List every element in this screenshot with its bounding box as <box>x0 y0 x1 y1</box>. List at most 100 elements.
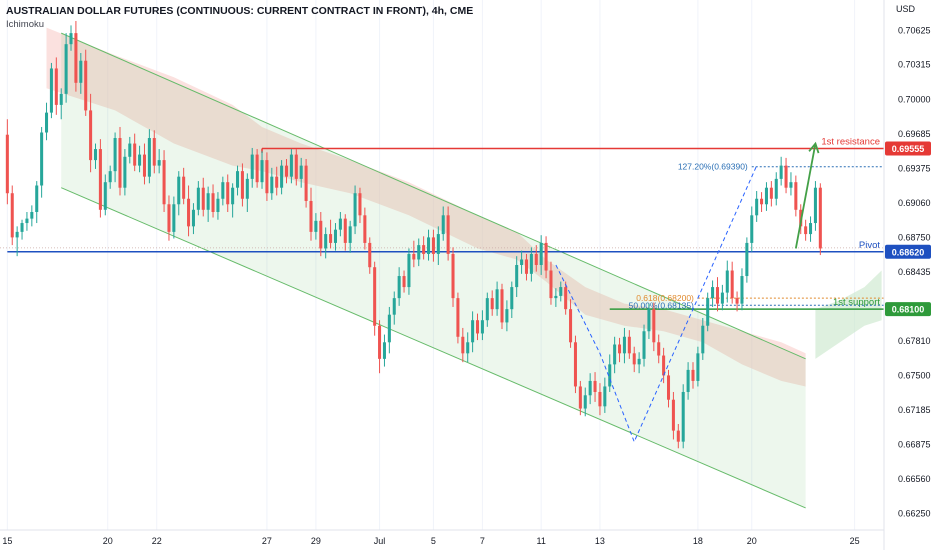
candle <box>231 183 235 218</box>
time-tick-label: 27 <box>262 536 272 546</box>
candle <box>539 235 543 275</box>
drawings <box>555 141 820 444</box>
candle <box>108 165 112 189</box>
time-tick-label: 20 <box>103 536 113 546</box>
candle-body <box>236 171 240 188</box>
candle <box>764 182 768 211</box>
candles <box>5 20 822 449</box>
candle-body <box>201 187 205 210</box>
candle-body <box>676 430 680 442</box>
candle-body <box>167 204 171 232</box>
candle <box>813 181 817 231</box>
candle <box>500 283 504 330</box>
candle <box>431 229 435 262</box>
candle-body <box>554 295 558 299</box>
candle-body <box>182 176 186 199</box>
candle <box>495 281 499 316</box>
candle-body <box>15 231 19 238</box>
candle <box>25 212 29 231</box>
candle-body <box>402 276 406 288</box>
candle <box>618 337 622 363</box>
candle <box>250 147 254 188</box>
candle <box>789 172 793 196</box>
candle <box>196 181 200 216</box>
candle-body <box>392 298 396 315</box>
candle <box>505 300 509 332</box>
candle <box>446 206 450 261</box>
price-tick-label: 0.69060 <box>898 198 931 208</box>
candle-body <box>461 336 465 354</box>
candle <box>706 292 710 332</box>
candle <box>696 346 700 387</box>
candle-body <box>20 223 24 232</box>
candle-body <box>485 298 489 321</box>
price-axis-bg <box>884 0 932 550</box>
projection-arrow-head <box>808 141 820 154</box>
candle <box>167 195 171 241</box>
time-tick-label: 15 <box>2 536 12 546</box>
candle-body <box>701 325 705 354</box>
candle <box>671 391 675 440</box>
candle <box>662 347 666 384</box>
candle <box>270 167 274 200</box>
price-tick-label: 0.68435 <box>898 267 931 277</box>
candle-body <box>495 289 499 310</box>
candle-body <box>784 165 788 188</box>
candle-body <box>711 287 715 299</box>
candle-body <box>54 68 58 105</box>
candle-body <box>93 149 98 161</box>
candle <box>324 227 328 259</box>
candle-body <box>422 245 426 254</box>
candle <box>818 183 822 256</box>
candle <box>74 20 78 92</box>
candle <box>373 261 377 336</box>
candle <box>686 362 690 400</box>
candle <box>588 373 592 405</box>
candle <box>804 219 808 241</box>
candle-body <box>59 93 63 105</box>
candle <box>603 377 607 413</box>
candle <box>138 145 142 173</box>
candle-body <box>608 364 612 387</box>
candle-body <box>338 218 342 230</box>
candle-body <box>270 176 274 194</box>
candle <box>54 57 58 115</box>
candle <box>162 150 166 212</box>
candle-body <box>764 187 768 205</box>
candle-body <box>417 245 421 260</box>
candle <box>691 362 695 389</box>
candle-body <box>74 33 78 83</box>
candle-body <box>578 386 582 409</box>
candle-body <box>177 176 181 205</box>
time-tick-label: 22 <box>152 536 162 546</box>
indicator-label: Ichimoku <box>6 19 45 30</box>
candle-body <box>652 309 656 343</box>
candle <box>681 384 685 449</box>
candle-body <box>382 342 386 359</box>
candle <box>245 173 249 212</box>
candle-body <box>583 395 587 409</box>
candle-body <box>642 331 646 359</box>
candle-body <box>818 187 822 249</box>
candle-body <box>446 215 450 254</box>
candle-body <box>774 178 778 199</box>
candle-body <box>569 309 573 343</box>
candle-body <box>211 193 215 212</box>
candle-body <box>451 253 455 299</box>
candle <box>554 288 558 307</box>
candle-body <box>436 234 440 254</box>
candle-body <box>573 342 577 387</box>
candle <box>510 281 514 318</box>
candle <box>49 62 53 119</box>
candle <box>740 268 744 311</box>
candle <box>10 185 14 246</box>
candle-body <box>314 220 318 232</box>
candle <box>583 387 587 417</box>
candle <box>319 212 323 257</box>
channel-fill <box>61 33 806 508</box>
candle-body <box>265 160 269 194</box>
support-resistance-levels: 1st resistance Pivot 1st support 127.20%(0.… <box>0 137 884 310</box>
candle <box>133 133 137 172</box>
candle-body <box>593 380 597 392</box>
candle-body <box>260 160 264 183</box>
